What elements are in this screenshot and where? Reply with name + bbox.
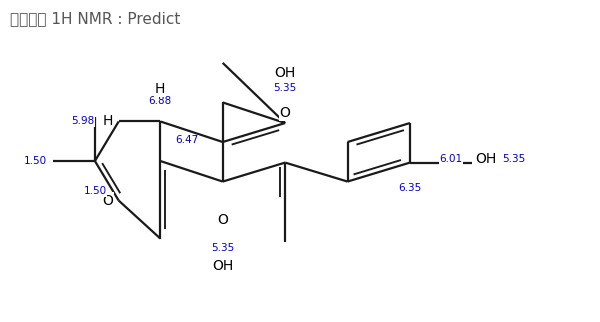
Text: 核磁图谱 1H NMR : Predict: 核磁图谱 1H NMR : Predict <box>10 11 180 26</box>
Text: 1.50: 1.50 <box>24 156 47 166</box>
Text: 5.35: 5.35 <box>502 155 526 165</box>
Text: OH: OH <box>475 152 497 166</box>
Text: 6.88: 6.88 <box>149 96 172 106</box>
Text: O: O <box>217 213 228 227</box>
Text: 6.47: 6.47 <box>176 136 199 146</box>
Text: 5.98: 5.98 <box>71 117 95 127</box>
Text: O: O <box>102 194 113 208</box>
Text: H: H <box>103 114 113 128</box>
Text: 5.35: 5.35 <box>274 83 297 93</box>
Text: O: O <box>280 106 290 120</box>
Text: 6.35: 6.35 <box>398 183 422 193</box>
Text: OH: OH <box>275 66 296 80</box>
Text: 1.50: 1.50 <box>83 186 106 196</box>
Text: OH: OH <box>212 259 233 273</box>
Text: H: H <box>155 82 166 96</box>
Text: 6.01: 6.01 <box>440 155 463 165</box>
Text: 5.35: 5.35 <box>211 243 235 253</box>
